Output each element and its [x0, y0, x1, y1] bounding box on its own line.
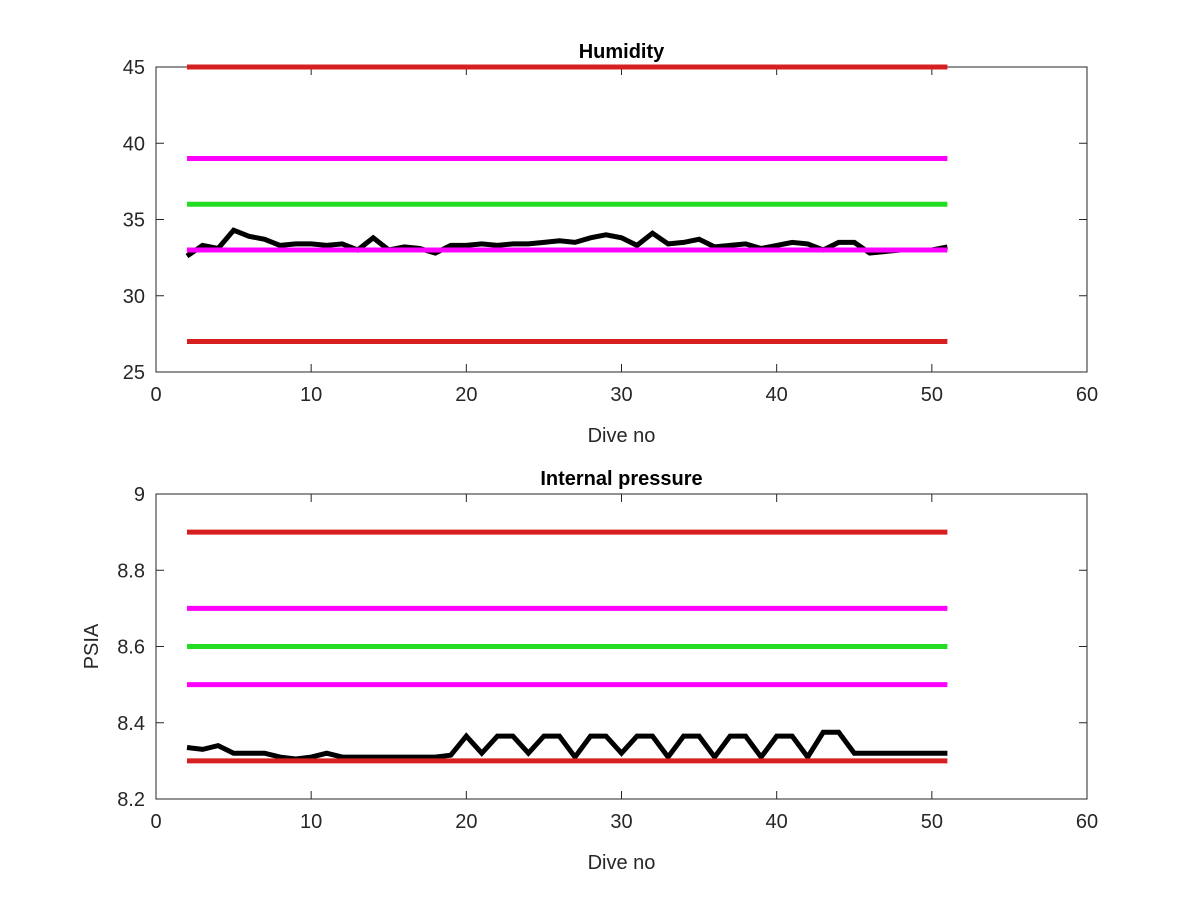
x-tick-label: 0	[150, 384, 161, 406]
chart-title: Humidity	[579, 41, 665, 63]
x-tick-label: 30	[610, 811, 632, 833]
x-tick-label: 10	[300, 811, 322, 833]
x-tick-label: 50	[921, 811, 943, 833]
x-tick-label: 30	[610, 384, 632, 406]
chart-title: Internal pressure	[540, 468, 702, 490]
chart-panel-humidity: 0 10 20 30 40 50 60 25 30 35 40 45 Humidity Dive no	[123, 41, 1098, 447]
x-tick-label: 40	[766, 811, 788, 833]
y-axis-label: PSIA	[81, 623, 103, 669]
x-tick-label: 50	[921, 384, 943, 406]
y-tick-label: 30	[123, 286, 145, 308]
y-tick-label: 45	[123, 57, 145, 79]
x-tick-label: 10	[300, 384, 322, 406]
y-tick-label: 25	[123, 362, 145, 384]
series-line-4	[186, 729, 948, 762]
y-tick-label: 8.6	[117, 637, 145, 659]
x-axis-label: Dive no	[588, 425, 656, 447]
plot-frame	[155, 66, 1088, 373]
y-tick-label: 8.8	[117, 560, 145, 582]
y-tick-label: 8.2	[117, 789, 145, 811]
y-tick-label: 8.4	[117, 713, 145, 735]
x-tick-label: 0	[150, 811, 161, 833]
x-tick-label: 60	[1076, 811, 1098, 833]
y-tick-label: 9	[134, 484, 145, 506]
x-tick-label: 20	[455, 384, 477, 406]
y-tick-label: 40	[123, 133, 145, 155]
x-tick-label: 20	[455, 811, 477, 833]
x-axis-label: Dive no	[588, 852, 656, 874]
x-tick-label: 40	[766, 384, 788, 406]
y-tick-label: 35	[123, 210, 145, 232]
x-tick-label: 60	[1076, 384, 1098, 406]
chart-panel-pressure: 0 10 20 30 40 50 60 8.2 8.4 8.6 8.8 9 Internal press…	[81, 468, 1098, 874]
